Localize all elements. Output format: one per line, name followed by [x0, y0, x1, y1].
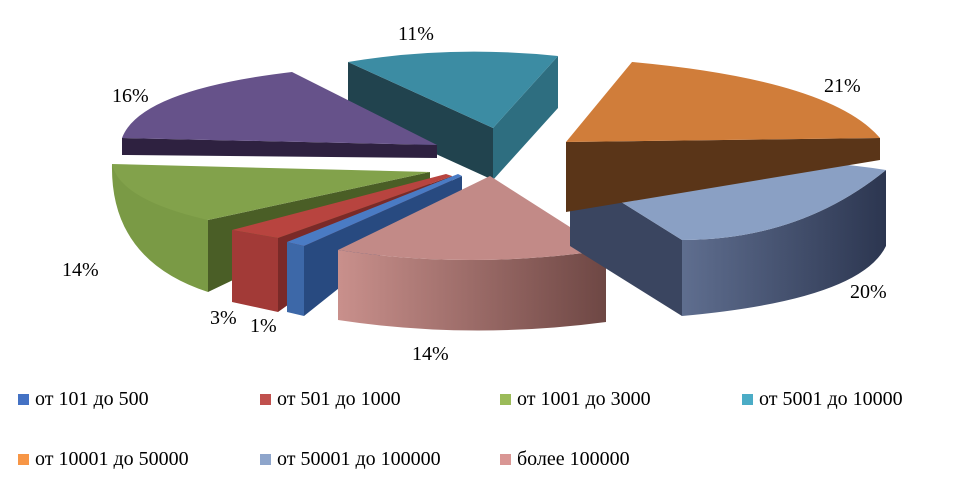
legend-swatch: [260, 454, 271, 465]
legend: от 101 до 500 от 501 до 1000 от 1001 до …: [18, 384, 958, 484]
slice-50001-100000-side: [682, 170, 886, 316]
legend-item-5001-10000: от 5001 до 10000: [742, 388, 903, 411]
label-1pct: 1%: [250, 315, 277, 337]
legend-label: более 100000: [517, 448, 630, 470]
slice-5001-10000-top: [348, 51, 558, 128]
slice-16pct-side: [122, 138, 437, 158]
slice-1001-3000-outer: [111, 164, 208, 292]
legend-label: от 50001 до 100000: [277, 448, 441, 470]
slice-5001-10000: [348, 51, 558, 180]
legend-item-10001-50000: от 10001 до 50000: [18, 448, 189, 471]
legend-swatch: [742, 394, 753, 405]
legend-swatch: [500, 394, 511, 405]
legend-label: от 501 до 1000: [277, 388, 401, 410]
legend-item-over-100000: более 100000: [500, 448, 630, 471]
label-16pct: 16%: [112, 85, 149, 107]
legend-swatch: [18, 454, 29, 465]
label-3pct: 3%: [210, 307, 237, 329]
label-20pct: 20%: [850, 281, 887, 303]
legend-item-50001-100000: от 50001 до 100000: [260, 448, 441, 471]
slice-10001-50000-side: [566, 138, 880, 212]
label-11pct: 11%: [398, 23, 434, 45]
pie-chart: 11% 16% 21% 14% 3% 1% 14% 20%: [62, 23, 887, 365]
label-14pct-pink: 14%: [412, 343, 449, 365]
legend-swatch: [18, 394, 29, 405]
legend-label: от 5001 до 10000: [759, 388, 903, 410]
label-14pct-green: 14%: [62, 259, 99, 281]
legend-swatch: [500, 454, 511, 465]
legend-label: от 10001 до 50000: [35, 448, 189, 470]
legend-swatch: [260, 394, 271, 405]
legend-item-1001-3000: от 1001 до 3000: [500, 388, 651, 411]
legend-label: от 101 до 500: [35, 388, 149, 410]
legend-item-501-1000: от 501 до 1000: [260, 388, 401, 411]
slice-over-100000-top: [338, 176, 606, 260]
slice-101-500-top: [287, 174, 462, 246]
slice-10001-50000-top: [566, 62, 880, 142]
legend-item-101-500: от 101 до 500: [18, 388, 149, 411]
slice-501-1000-top: [232, 174, 452, 238]
slice-16pct: [122, 72, 437, 158]
slice-1001-3000-top: [112, 164, 430, 220]
slice-501-1000-front: [232, 230, 278, 312]
slice-16pct-top: [122, 72, 437, 145]
label-21pct: 21%: [824, 75, 861, 97]
legend-label: от 1001 до 3000: [517, 388, 651, 410]
slice-5001-10000-side: [348, 62, 493, 180]
slice-over-100000-side: [338, 250, 606, 331]
slice-101-500-front: [287, 242, 304, 316]
slice-10001-50000: [566, 62, 880, 212]
slice-5001-10000-side-outer: [493, 56, 558, 180]
slice-over-100000: [338, 176, 606, 331]
